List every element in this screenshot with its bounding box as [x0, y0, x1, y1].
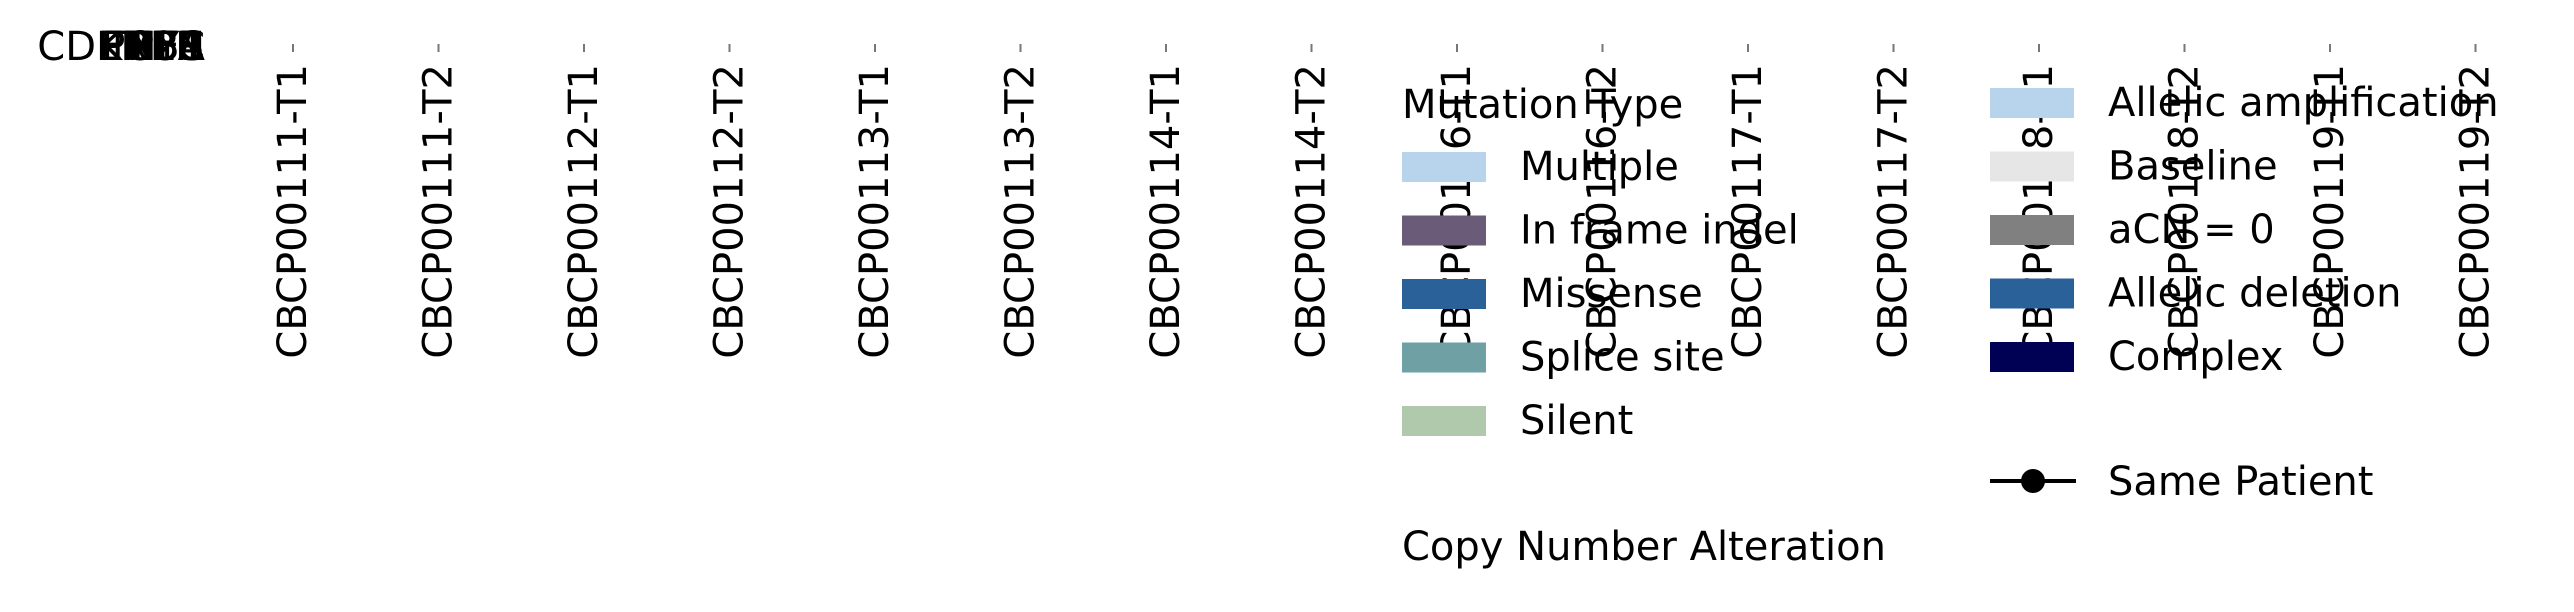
legend-label: aCN = 0 [2108, 207, 2275, 253]
legend-swatch [1990, 151, 2074, 182]
row-label: RB1 [124, 24, 205, 70]
column-label: CBCP00119-T2 [2453, 64, 2499, 359]
legend-label: In frame indel [1520, 208, 1799, 254]
legend-title: Mutation Type [1402, 82, 1683, 128]
column-label: CBCP00111-T2 [416, 64, 462, 359]
legend-swatch [1402, 152, 1486, 182]
legend-same-patient: Same Patient [1990, 459, 2373, 505]
legend-mutation-type: Mutation Type Multiple In frame indel Misse… [1402, 82, 1886, 570]
legend-swatch [1402, 215, 1486, 246]
column-label: CBCP00116-T1 [1434, 64, 1480, 359]
legend-swatch [1402, 406, 1486, 436]
row-label: TP53 [105, 24, 205, 70]
row-label: EGFR [98, 24, 205, 70]
column-label: CBCP00117-T2 [1871, 64, 1917, 359]
row-label: NF1 [127, 24, 205, 70]
legend-label: Allelic amplification [2108, 80, 2499, 126]
legend-label: Allelic deletion [2108, 271, 2401, 317]
legend-title: Copy Number Alteration [1402, 524, 1886, 570]
column-label: CBCP00114-T2 [1289, 64, 1335, 359]
row-label: MYC [120, 24, 205, 70]
legend-swatch [1990, 215, 2074, 245]
row-label: PTEN [101, 24, 205, 70]
column-label: CBCP00113-T1 [852, 64, 898, 359]
column-label: CBCP00114-T1 [1143, 64, 1189, 359]
legend-label: Missense [1520, 271, 1703, 317]
legend-swatch [1402, 342, 1486, 373]
column-label: CBCP00118-T2 [2162, 64, 2208, 359]
legend-label: Splice site [1520, 335, 1725, 381]
legend-swatch [1402, 279, 1486, 309]
legend-label: Complex [2108, 334, 2283, 380]
legend-swatch [1990, 342, 2074, 372]
legend-label: Silent [1520, 398, 1633, 444]
column-label: CBCP00113-T2 [998, 64, 1044, 359]
legend-copy-number: Allelic amplification Baseline aCN = 0 Alle… [1990, 80, 2499, 380]
column-label: CBCP00111-T1 [270, 64, 316, 359]
legend-label: Multiple [1520, 144, 1679, 190]
column-label: CBCP00117-T1 [1725, 64, 1771, 359]
row-label: CDKN2A [37, 24, 205, 70]
legend-dot-marker [2021, 469, 2045, 493]
legend-swatch [1990, 88, 2074, 118]
legend-swatch [1990, 278, 2074, 309]
column-label: CBCP00112-T2 [707, 64, 753, 359]
column-label: CBCP00116-T2 [1580, 64, 1626, 359]
legend-label: Baseline [2108, 144, 2278, 190]
column-label: CBCP00119-T1 [2307, 64, 2353, 359]
legend-label: Same Patient [2108, 459, 2373, 505]
column-label: CBCP00112-T1 [561, 64, 607, 359]
